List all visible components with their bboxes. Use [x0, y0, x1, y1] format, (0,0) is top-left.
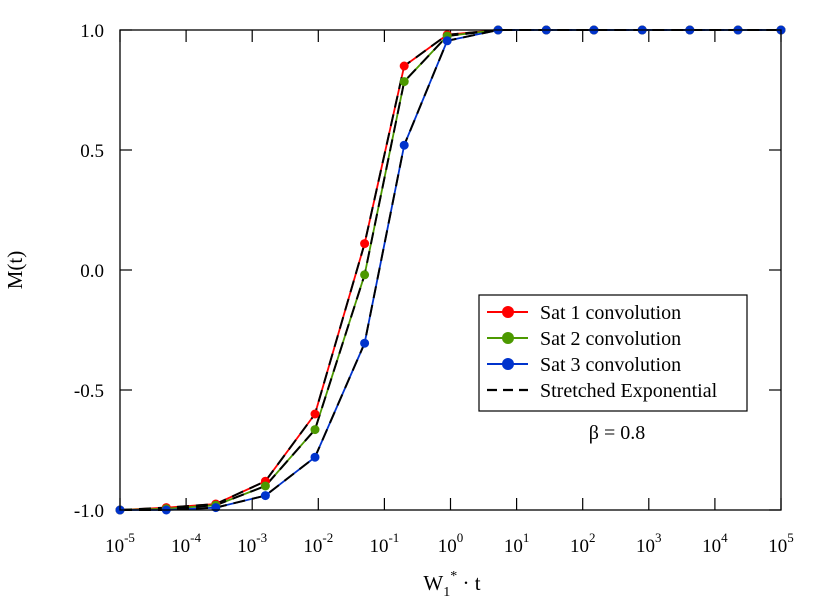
y-axis-label: M(t): [3, 251, 27, 290]
x-tick-label: 105: [768, 530, 794, 557]
data-point-sat3: [399, 140, 409, 150]
x-tick-label: 10-1: [369, 530, 399, 557]
legend-label-sat2: Sat 2 convolution: [540, 328, 681, 350]
data-point-sat1: [310, 409, 320, 419]
fit-line-sat2: [119, 29, 781, 511]
fit-line-sat1: [119, 29, 781, 511]
x-tick-label: 103: [636, 530, 662, 557]
plot-frame: [119, 29, 782, 511]
axis-ticks: [119, 29, 782, 511]
series-layer: [115, 25, 786, 515]
data-point-sat2: [360, 270, 370, 280]
y-tick-label: 0.0: [80, 261, 104, 282]
legend-label-sat3: Sat 3 convolution: [540, 354, 681, 376]
fit-line-sat3: [120, 29, 781, 511]
y-tick-label: -1.0: [74, 501, 104, 522]
series-line-sat2: [119, 29, 781, 511]
series-line-sat1: [119, 29, 781, 511]
legend-entry-sat2: Sat 2 convolution: [487, 328, 681, 350]
legend-box: [478, 294, 748, 412]
legend-entry-sat1: Sat 1 convolution: [487, 302, 681, 324]
legend-entry-sat3: Sat 3 convolution: [487, 354, 681, 376]
data-point-sat3: [211, 503, 221, 513]
data-point-sat2: [399, 77, 409, 87]
data-point-sat3: [360, 338, 370, 348]
x-tick-label: 10-3: [237, 530, 267, 557]
series-line-sat3: [120, 29, 781, 511]
tick-labels: 10-5 10-4 10-3 10-2 10-1 100 101 102 103 104 105 1.…: [74, 21, 794, 557]
legend: Sat 1 convolution Sat 2 convolution Sat …: [478, 294, 748, 412]
x-tick-label: 10-5: [105, 530, 135, 557]
x-tick-label: 10-4: [171, 530, 201, 557]
x-tick-label: 104: [702, 530, 728, 557]
y-tick-label: -0.5: [74, 381, 104, 402]
legend-label-stretched: Stretched Exponential: [540, 380, 718, 402]
data-point-sat2: [260, 481, 270, 491]
data-point-sat3: [260, 491, 270, 501]
x-axis-label: W1* · t: [423, 569, 480, 600]
y-tick-label: 1.0: [80, 21, 104, 42]
data-point-sat1: [399, 61, 409, 71]
beta-annotation: β = 0.8: [589, 422, 645, 444]
data-point-sat3: [442, 36, 452, 46]
legend-label-sat1: Sat 1 convolution: [540, 302, 681, 324]
data-point-sat3: [310, 452, 320, 462]
data-point-sat1: [360, 239, 370, 249]
legend-entry-stretched: Stretched Exponential: [487, 380, 718, 402]
y-tick-label: 0.5: [80, 141, 104, 162]
x-tick-label: 100: [438, 530, 464, 557]
data-point-sat2: [310, 425, 320, 435]
x-tick-label: 101: [504, 530, 530, 557]
x-tick-label: 10-2: [303, 530, 333, 557]
x-tick-label: 102: [570, 530, 596, 557]
